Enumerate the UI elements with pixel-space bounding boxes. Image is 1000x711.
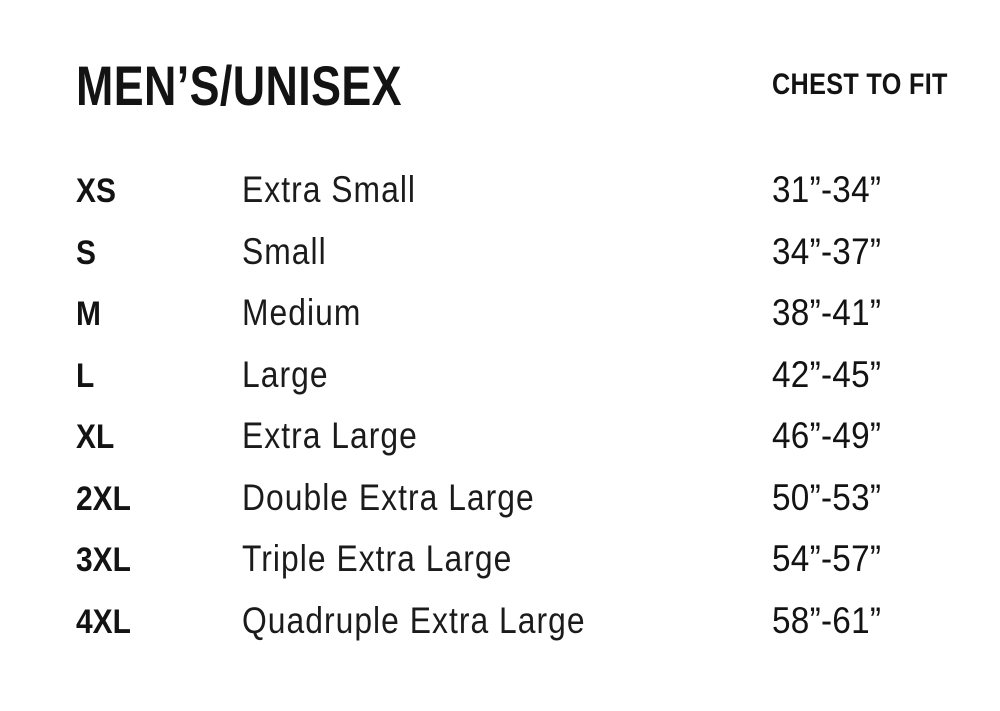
size-abbreviation: XS bbox=[76, 172, 116, 210]
table-row: S Small 34”-37” bbox=[0, 230, 1000, 296]
size-abbreviation: XL bbox=[76, 418, 115, 456]
size-name: Extra Small bbox=[242, 169, 417, 210]
table-row: M Medium 38”-41” bbox=[0, 292, 1000, 357]
size-name: Small bbox=[242, 230, 327, 272]
chest-measurement: 31”-34” bbox=[772, 169, 882, 210]
column-header-chest-to-fit: CHEST TO FIT bbox=[772, 68, 948, 101]
size-name: Double Extra Large bbox=[242, 476, 535, 518]
size-abbreviation: 3XL bbox=[76, 541, 131, 579]
size-abbreviation: S bbox=[76, 233, 96, 272]
chest-measurement: 54”-57” bbox=[772, 538, 882, 579]
size-table: XS Extra Small 31”-34” S Small 34”-37” M… bbox=[0, 169, 1000, 665]
chart-header: MEN’S/UNISEX CHEST TO FIT bbox=[0, 0, 1000, 140]
size-abbreviation: 4XL bbox=[76, 602, 131, 641]
table-row: 3XL Triple Extra Large 54”-57” bbox=[0, 538, 1000, 603]
size-abbreviation: L bbox=[76, 356, 95, 395]
table-row: 2XL Double Extra Large 50”-53” bbox=[0, 476, 1000, 542]
size-name: Medium bbox=[242, 292, 362, 333]
chest-measurement: 46”-49” bbox=[772, 415, 882, 456]
chest-measurement: 38”-41” bbox=[772, 292, 882, 333]
table-row: 4XL Quadruple Extra Large 58”-61” bbox=[0, 599, 1000, 665]
page-title: MEN’S/UNISEX bbox=[76, 54, 402, 117]
size-abbreviation: M bbox=[76, 295, 101, 333]
chest-measurement: 58”-61” bbox=[772, 599, 882, 641]
table-row: XL Extra Large 46”-49” bbox=[0, 415, 1000, 480]
chest-measurement: 42”-45” bbox=[772, 353, 882, 395]
size-name: Extra Large bbox=[242, 415, 418, 456]
table-row: L Large 42”-45” bbox=[0, 353, 1000, 419]
size-name: Triple Extra Large bbox=[242, 538, 513, 579]
chest-measurement: 50”-53” bbox=[772, 476, 882, 518]
size-name: Quadruple Extra Large bbox=[242, 599, 586, 641]
table-row: XS Extra Small 31”-34” bbox=[0, 169, 1000, 234]
size-name: Large bbox=[242, 353, 329, 395]
chest-measurement: 34”-37” bbox=[772, 230, 882, 272]
size-abbreviation: 2XL bbox=[76, 479, 131, 518]
